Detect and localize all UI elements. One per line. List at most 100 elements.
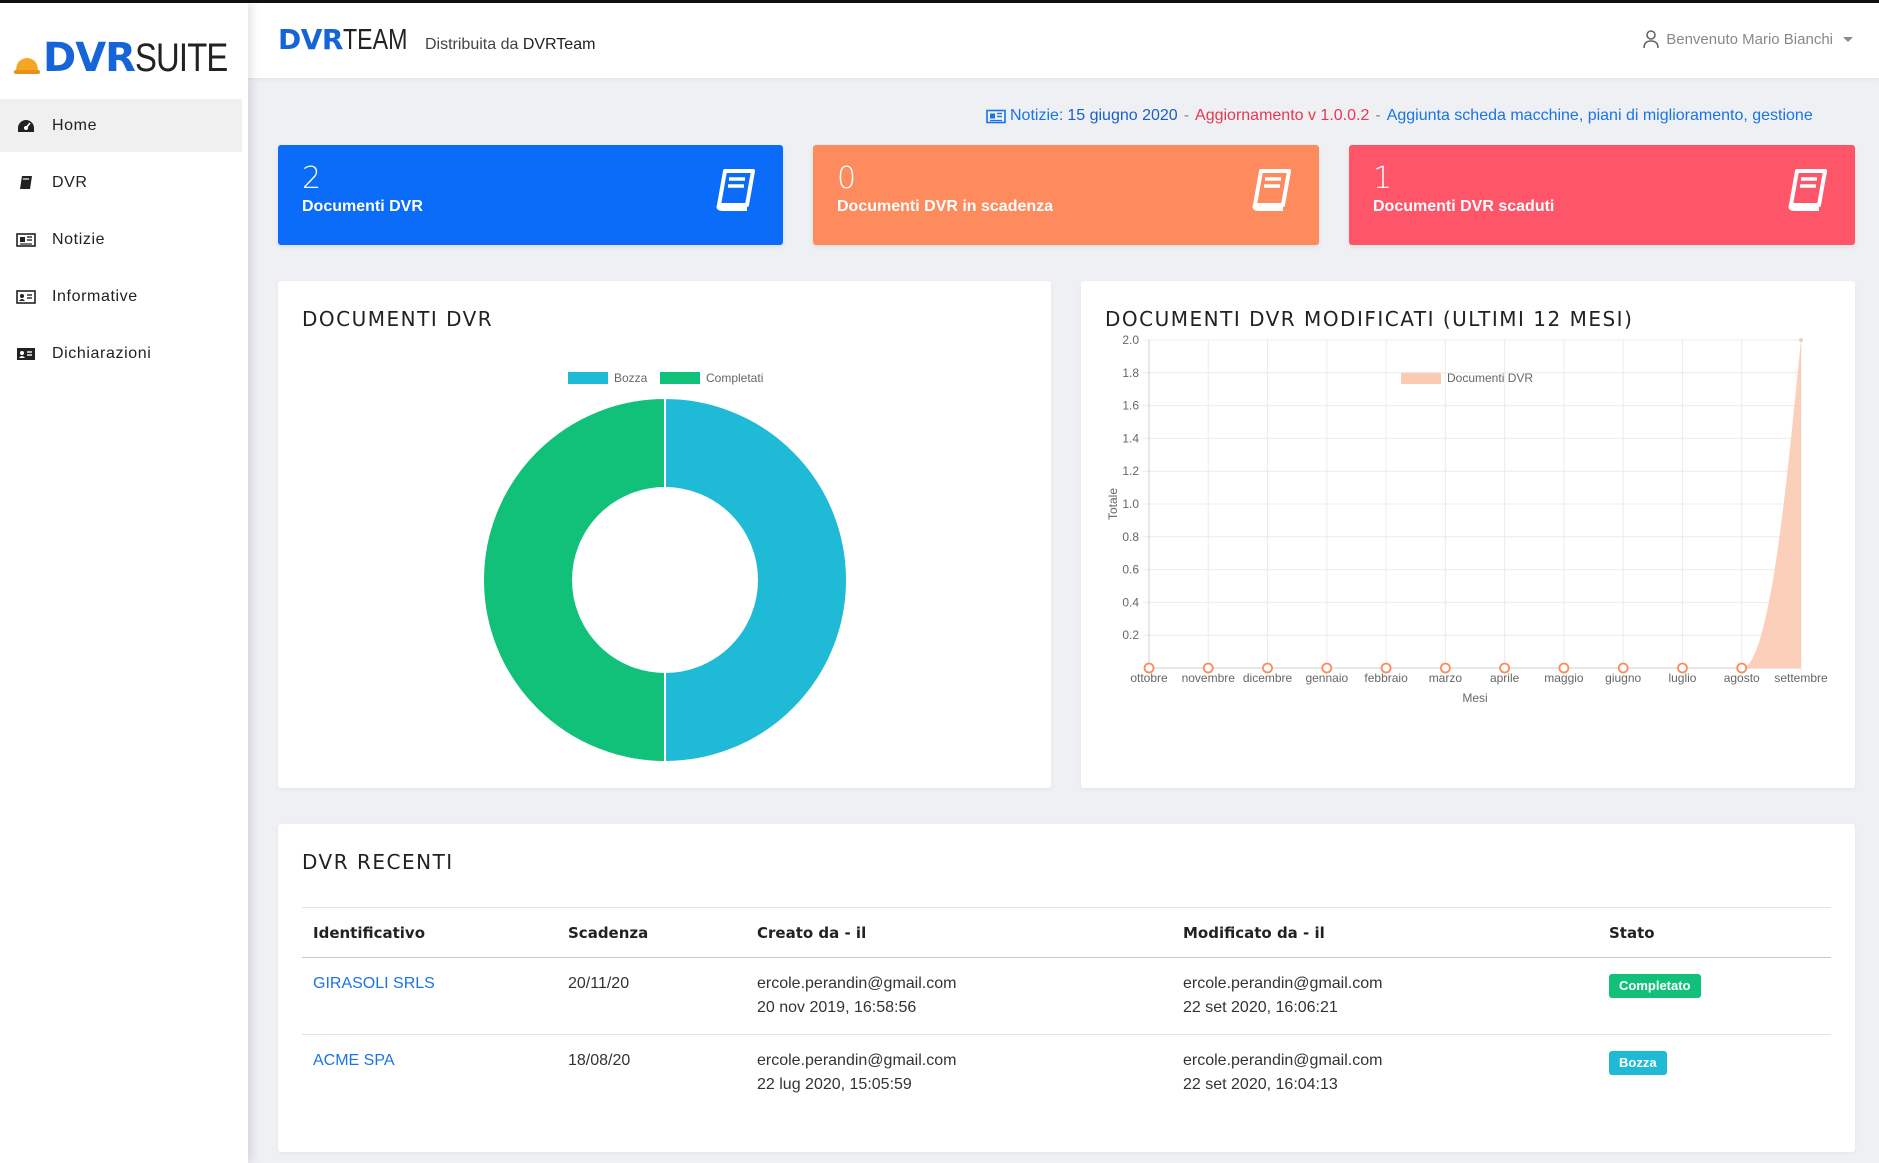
news-date: 15 giugno 2020: [1067, 107, 1178, 124]
window-top-border: [0, 0, 1879, 3]
column-header[interactable]: Creato da - il: [746, 907, 1172, 958]
contact-card-icon: [16, 346, 36, 362]
stat-label: Documenti DVR in scadenza: [837, 198, 1054, 215]
chevron-down-icon: [1843, 36, 1853, 42]
logo-secondary: SUITE: [134, 35, 228, 80]
stat-value: 1: [1373, 161, 1393, 196]
sidebar-item-label: Dichiarazioni: [52, 344, 152, 362]
table-header-row: Identificativo Scadenza Creato da - il M…: [302, 907, 1831, 958]
recent-dvr-table: Identificativo Scadenza Creato da - il M…: [302, 907, 1831, 1111]
app-logo[interactable]: DVR SUITE: [14, 33, 248, 83]
sidebar-item-label: Notizie: [52, 230, 106, 248]
y-tick-label: 0.6: [1122, 563, 1139, 577]
brand-secondary: TEAM: [342, 24, 408, 56]
x-tick-label: aprile: [1490, 671, 1520, 685]
x-tick-label: febbraio: [1364, 671, 1408, 685]
legend-swatch: [568, 372, 608, 384]
column-header[interactable]: Identificativo: [302, 907, 557, 958]
dvr-link[interactable]: ACME SPA: [313, 1052, 395, 1069]
y-tick-label: 1.6: [1122, 399, 1139, 413]
card-title: DOCUMENTI DVR: [302, 307, 494, 331]
dvr-link[interactable]: GIRASOLI SRLS: [313, 975, 435, 992]
sidebar-item-home[interactable]: Home: [0, 99, 242, 152]
modified-by: ercole.perandin@gmail.com: [1183, 975, 1383, 992]
news-update: Aggiornamento v 1.0.0.2: [1195, 107, 1370, 124]
modified-by: ercole.perandin@gmail.com: [1183, 1052, 1383, 1069]
hard-hat-icon: [14, 58, 40, 74]
news-message: Aggiunta scheda macchine, piani di migli…: [1386, 107, 1813, 124]
top-header: DVR TEAM Distribuita da DVRTeam Benvenut…: [248, 3, 1879, 78]
sidebar-item-notizie[interactable]: Notizie: [0, 213, 242, 266]
legend-label: Completati: [706, 371, 763, 385]
news-separator: -: [1183, 107, 1190, 124]
created-at: 20 nov 2019, 16:58:56: [757, 999, 917, 1016]
newspaper-icon: [16, 232, 36, 248]
column-header[interactable]: Scadenza: [557, 907, 746, 958]
sidebar-item-informative[interactable]: Informative: [0, 270, 242, 323]
sidebar-item-dichiarazioni[interactable]: Dichiarazioni: [0, 327, 242, 380]
stat-card-expired[interactable]: 1 Documenti DVR scaduti: [1349, 145, 1855, 245]
cell-scadenza: 20/11/20: [557, 957, 746, 1035]
legend-swatch: [1401, 372, 1441, 384]
table-row[interactable]: ACME SPA 18/08/20 ercole.perandin@gmail.…: [302, 1035, 1831, 1112]
x-tick-label: luglio: [1668, 671, 1696, 685]
newspaper-icon: [986, 109, 1006, 123]
donut-chart: Bozza Completati: [482, 371, 848, 764]
data-point: [1321, 662, 1333, 674]
header-brand: DVR TEAM Distribuita da DVRTeam: [278, 23, 595, 57]
user-greeting: Benvenuto Mario Bianchi: [1666, 30, 1833, 48]
created-by: ercole.perandin@gmail.com: [757, 975, 957, 992]
data-point: [1439, 662, 1451, 674]
x-tick-label: marzo: [1429, 671, 1463, 685]
area-chart-card: DOCUMENTI DVR MODIFICATI (ULTIMI 12 MESI…: [1081, 281, 1855, 788]
sidebar-nav: Home DVR Notizie Informative Dichiarazio…: [0, 99, 242, 384]
stat-value: 2: [302, 161, 322, 196]
y-tick-label: 0.2: [1122, 628, 1139, 642]
area-chart: Documenti DVR 2.0 1.8 1.6 1.4 1.2 1.0 0.8 0.6 0.4…: [1106, 333, 1828, 705]
sidebar-item-label: DVR: [52, 173, 88, 191]
data-point: [1143, 662, 1155, 674]
data-point: [1558, 662, 1570, 674]
data-point: [1617, 662, 1629, 674]
recent-dvr-card: DVR RECENTI Identificativo Scadenza Crea…: [278, 824, 1855, 1152]
x-tick-label: novembre: [1182, 671, 1236, 685]
legend-swatch: [660, 372, 700, 384]
sidebar-item-label: Informative: [52, 287, 138, 305]
book-icon: [1252, 169, 1291, 211]
x-tick-label: giugno: [1605, 671, 1641, 685]
column-header[interactable]: Stato: [1598, 907, 1831, 958]
legend-label: Bozza: [614, 371, 648, 385]
cell-creato: ercole.perandin@gmail.com 22 lug 2020, 1…: [746, 1035, 1172, 1112]
news-ticker[interactable]: Notizie: 15 giugno 2020 - Aggiornamento …: [986, 105, 1854, 127]
modified-at: 22 set 2020, 16:04:13: [1183, 1076, 1338, 1093]
stat-card-documents[interactable]: 2 Documenti DVR: [278, 145, 783, 245]
cell-stato: Bozza: [1598, 1035, 1831, 1112]
sidebar-item-label: Home: [52, 116, 98, 134]
modified-at: 22 set 2020, 16:06:21: [1183, 999, 1338, 1016]
user-menu[interactable]: Benvenuto Mario Bianchi: [1642, 29, 1853, 49]
x-tick-label: agosto: [1724, 671, 1760, 685]
y-tick-label: 1.2: [1122, 464, 1139, 478]
column-header[interactable]: Modificato da - il: [1172, 907, 1598, 958]
logo-main: DVR: [43, 35, 136, 81]
brand-distribution: Distribuita da DVRTeam: [425, 36, 595, 54]
stat-card-expiring[interactable]: 0 Documenti DVR in scadenza: [813, 145, 1319, 245]
y-tick-label: 0.8: [1122, 530, 1139, 544]
news-label: Notizie:: [1010, 107, 1064, 124]
created-at: 22 lug 2020, 15:05:59: [757, 1076, 912, 1093]
distribution-company: DVRTeam: [522, 36, 596, 53]
y-tick-label: 1.8: [1122, 366, 1139, 380]
cell-modificato: ercole.perandin@gmail.com 22 set 2020, 1…: [1172, 1035, 1598, 1112]
donut-slice-bozza: [664, 396, 848, 764]
stat-label: Documenti DVR scaduti: [1373, 198, 1555, 215]
y-tick-label: 1.4: [1122, 431, 1139, 445]
cell-identificativo: GIRASOLI SRLS: [302, 957, 557, 1035]
table-row[interactable]: GIRASOLI SRLS 20/11/20 ercole.perandin@g…: [302, 957, 1831, 1035]
book-icon: [716, 169, 755, 211]
sidebar-item-dvr[interactable]: DVR: [0, 156, 242, 209]
data-point: [1262, 662, 1273, 674]
dashboard-icon: [16, 118, 36, 134]
x-tick-label: ottobre: [1130, 671, 1168, 685]
legend-label: Documenti DVR: [1447, 371, 1533, 385]
stat-label: Documenti DVR: [302, 198, 423, 215]
